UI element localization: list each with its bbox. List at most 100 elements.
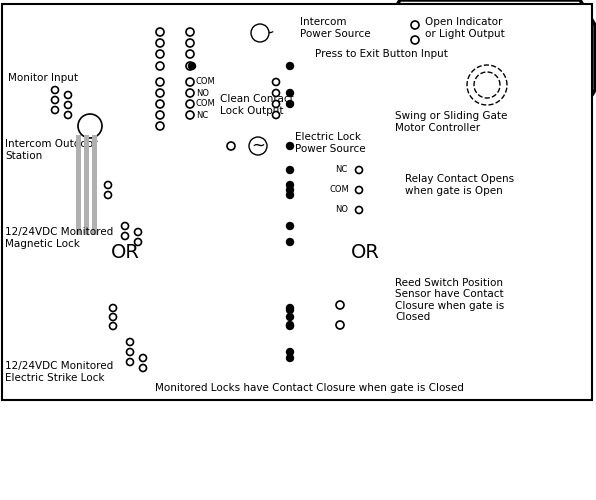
Circle shape	[287, 304, 293, 312]
Text: COM: COM	[196, 100, 216, 108]
Circle shape	[110, 314, 116, 320]
Circle shape	[122, 222, 129, 230]
Circle shape	[287, 348, 293, 356]
Bar	[265, 50, 273, 58]
Bar	[80, 300, 108, 360]
Circle shape	[287, 238, 293, 246]
Circle shape	[51, 96, 58, 103]
Circle shape	[104, 192, 111, 198]
Circle shape	[139, 354, 147, 362]
Circle shape	[64, 112, 72, 118]
Circle shape	[156, 111, 164, 119]
Circle shape	[272, 112, 280, 118]
Circle shape	[186, 111, 194, 119]
Bar	[62, 290, 80, 370]
Circle shape	[287, 314, 293, 320]
Circle shape	[156, 100, 164, 108]
Bar	[108, 300, 128, 330]
Bar	[368, 290, 388, 345]
Polygon shape	[385, 0, 595, 115]
Bar	[20, 112, 70, 140]
Bar	[103, 177, 128, 212]
Circle shape	[126, 358, 134, 366]
Bar	[240, 20, 295, 45]
Circle shape	[287, 62, 293, 70]
Text: NO: NO	[335, 206, 348, 214]
Circle shape	[287, 182, 293, 188]
Circle shape	[411, 36, 419, 44]
Bar	[92, 135, 97, 235]
Text: COM: COM	[196, 78, 216, 86]
Circle shape	[156, 50, 164, 58]
Circle shape	[287, 166, 293, 173]
Text: Monitor Input: Monitor Input	[8, 73, 78, 83]
Circle shape	[78, 114, 102, 138]
Circle shape	[186, 78, 194, 86]
Circle shape	[110, 322, 116, 330]
Bar	[68, 135, 103, 235]
Circle shape	[272, 90, 280, 96]
Circle shape	[135, 238, 141, 246]
Bar	[235, 132, 290, 160]
Bar	[62, 290, 80, 370]
Circle shape	[287, 142, 293, 150]
Text: OR: OR	[111, 242, 139, 262]
Text: Swing or Sliding Gate
Motor Controller: Swing or Sliding Gate Motor Controller	[395, 111, 507, 133]
Circle shape	[272, 78, 280, 86]
Circle shape	[287, 354, 293, 362]
Circle shape	[139, 364, 147, 372]
Circle shape	[186, 89, 194, 97]
Text: Monitored Locks have Contact Closure when gate is Closed: Monitored Locks have Contact Closure whe…	[155, 383, 464, 393]
Text: Electric Lock
Power Source: Electric Lock Power Source	[295, 132, 365, 154]
Circle shape	[287, 100, 293, 107]
Bar	[84, 135, 89, 235]
Circle shape	[110, 304, 116, 312]
Circle shape	[186, 39, 194, 47]
Bar	[2, 4, 592, 400]
Circle shape	[126, 348, 134, 356]
Circle shape	[156, 89, 164, 97]
Bar	[330, 290, 365, 345]
Circle shape	[287, 322, 293, 330]
Circle shape	[355, 166, 362, 173]
Bar	[405, 15, 495, 60]
Text: NO: NO	[196, 88, 209, 98]
Circle shape	[122, 232, 129, 239]
Circle shape	[287, 222, 293, 230]
Circle shape	[287, 186, 293, 194]
Circle shape	[355, 206, 362, 214]
Text: 12/24VDC Monitored
Magnetic Lock: 12/24VDC Monitored Magnetic Lock	[5, 227, 113, 249]
Circle shape	[156, 39, 164, 47]
Circle shape	[287, 90, 293, 96]
Circle shape	[227, 142, 235, 150]
Circle shape	[336, 301, 344, 309]
Circle shape	[287, 306, 293, 314]
Circle shape	[64, 92, 72, 98]
Circle shape	[249, 137, 267, 155]
Circle shape	[188, 62, 195, 70]
Text: ~: ~	[260, 24, 274, 42]
Text: COM: COM	[330, 186, 350, 194]
Text: OR: OR	[350, 242, 380, 262]
Circle shape	[186, 50, 194, 58]
Circle shape	[186, 100, 194, 108]
Text: NC: NC	[335, 166, 347, 174]
Circle shape	[126, 338, 134, 345]
Circle shape	[186, 28, 194, 36]
Circle shape	[287, 192, 293, 198]
Circle shape	[156, 78, 164, 86]
Circle shape	[51, 106, 58, 114]
Circle shape	[104, 182, 111, 188]
Circle shape	[186, 62, 194, 70]
Text: Clean Contact
Lock Output: Clean Contact Lock Output	[220, 94, 294, 116]
Circle shape	[251, 24, 269, 42]
Bar	[375, 165, 395, 225]
Text: Reed Switch Position
Sensor have Contact
Closure when gate is
Closed: Reed Switch Position Sensor have Contact…	[395, 278, 504, 322]
Bar	[155, 20, 195, 190]
Text: ~: ~	[251, 137, 265, 155]
Circle shape	[135, 228, 141, 235]
Bar	[76, 135, 81, 235]
Text: Relay Contact Opens
when gate is Open: Relay Contact Opens when gate is Open	[405, 174, 514, 196]
Circle shape	[51, 86, 58, 94]
Circle shape	[156, 62, 164, 70]
